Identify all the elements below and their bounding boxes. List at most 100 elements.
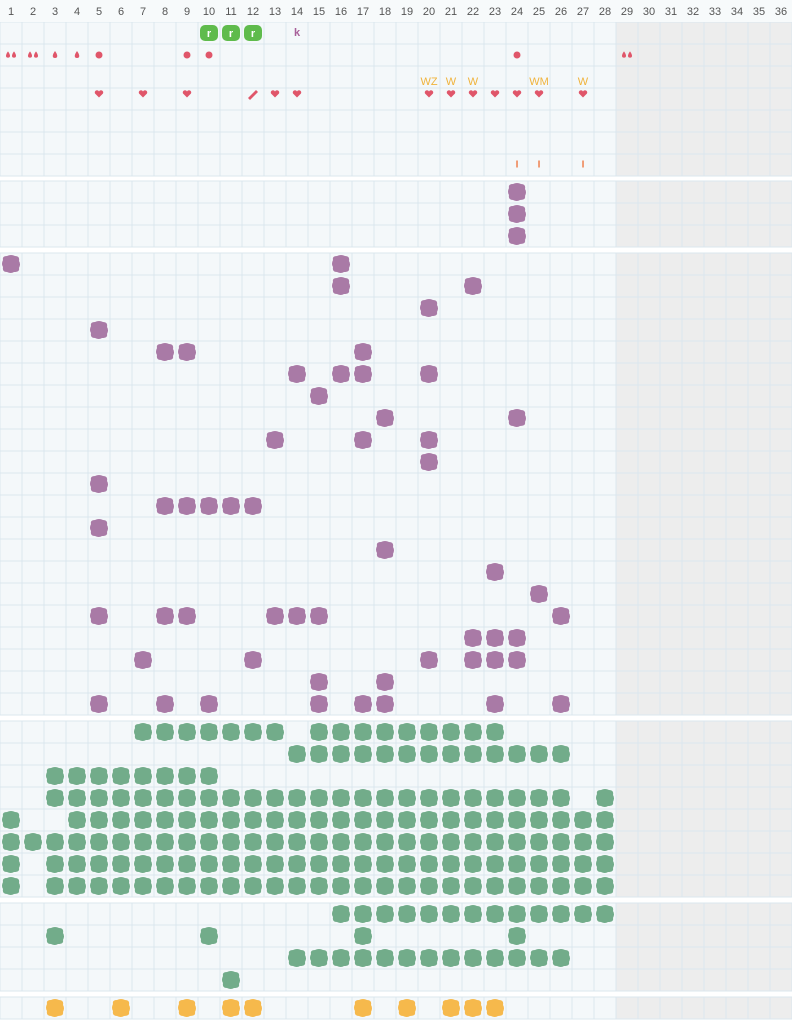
- entry-blob: [310, 387, 328, 405]
- entry-blob: [156, 607, 174, 625]
- entry-blob: [398, 833, 416, 851]
- entry-blob: [68, 789, 86, 807]
- heart-icon: [446, 90, 456, 98]
- day-number: 12: [247, 6, 259, 18]
- entry-blob: [574, 855, 592, 873]
- entry-blob: [486, 811, 504, 829]
- entry-blob: [552, 949, 570, 967]
- entry-blob: [354, 905, 372, 923]
- entry-blob: [200, 695, 218, 713]
- entry-blob: [442, 999, 460, 1017]
- entry-blob: [90, 607, 108, 625]
- entry-blob: [552, 855, 570, 873]
- entry-blob: [266, 833, 284, 851]
- entry-blob: [332, 877, 350, 895]
- entry-blob: [354, 927, 372, 945]
- entry-blob: [574, 833, 592, 851]
- entry-blob: [310, 877, 328, 895]
- entry-blob: [552, 695, 570, 713]
- entry-blob: [442, 833, 460, 851]
- entry-blob: [222, 811, 240, 829]
- entry-blob: [68, 855, 86, 873]
- entry-blob: [486, 563, 504, 581]
- entry-blob: [46, 855, 64, 873]
- heart-icon: [512, 90, 522, 98]
- entry-blob: [2, 811, 20, 829]
- entry-blob: [420, 453, 438, 471]
- entry-blob: [266, 855, 284, 873]
- entry-blob: [24, 833, 42, 851]
- dot-icon: [205, 51, 213, 59]
- entry-blob: [90, 519, 108, 537]
- entry-blob: [156, 695, 174, 713]
- day-number: 31: [665, 6, 677, 18]
- entry-blob: [310, 855, 328, 873]
- entry-blob: [112, 789, 130, 807]
- entry-blob: [244, 811, 262, 829]
- entry-blob: [508, 877, 526, 895]
- entry-blob: [376, 673, 394, 691]
- entry-blob: [574, 877, 592, 895]
- entry-blob: [222, 877, 240, 895]
- day-number: 6: [118, 6, 124, 18]
- entry-blob: [420, 811, 438, 829]
- entry-blob: [244, 833, 262, 851]
- entry-blob: [398, 789, 416, 807]
- day-number: 36: [775, 6, 787, 18]
- entry-blob: [420, 431, 438, 449]
- entry-blob: [420, 651, 438, 669]
- entry-blob: [266, 877, 284, 895]
- entry-blob: [200, 497, 218, 515]
- tick-label: I: [582, 160, 585, 171]
- entry-blob: [288, 365, 306, 383]
- entry-blob: [420, 905, 438, 923]
- entry-blob: [222, 999, 240, 1017]
- dot-icon: [513, 51, 521, 59]
- entry-blob: [266, 789, 284, 807]
- entry-blob: [200, 833, 218, 851]
- entry-blob: [508, 789, 526, 807]
- entry-blob: [530, 855, 548, 873]
- entry-blob: [156, 497, 174, 515]
- day-number: 7: [140, 6, 146, 18]
- entry-blob: [552, 607, 570, 625]
- entry-blob: [442, 745, 460, 763]
- entry-blob: [332, 833, 350, 851]
- drop-icon: [33, 51, 39, 58]
- entry-blob: [442, 789, 460, 807]
- entry-blob: [420, 299, 438, 317]
- entry-blob: [266, 431, 284, 449]
- day-number: 32: [687, 6, 699, 18]
- letter: k: [294, 27, 301, 39]
- entry-blob: [530, 905, 548, 923]
- day-number: 13: [269, 6, 281, 18]
- entry-blob: [134, 789, 152, 807]
- entry-blob: [354, 999, 372, 1017]
- heart-icon: [292, 90, 302, 98]
- entry-blob: [112, 811, 130, 829]
- entry-blob: [376, 855, 394, 873]
- entry-blob: [398, 999, 416, 1017]
- day-number: 14: [291, 6, 303, 18]
- entry-blob: [90, 877, 108, 895]
- entry-blob: [178, 877, 196, 895]
- entry-blob: [244, 723, 262, 741]
- entry-blob: [354, 695, 372, 713]
- dot-icon: [95, 51, 103, 59]
- heart-icon: [534, 90, 544, 98]
- entry-blob: [376, 833, 394, 851]
- entry-blob: [486, 877, 504, 895]
- entry-blob: [288, 811, 306, 829]
- entry-blob: [420, 365, 438, 383]
- entry-blob: [508, 651, 526, 669]
- entry-blob: [376, 409, 394, 427]
- entry-blob: [90, 833, 108, 851]
- day-number: 16: [335, 6, 347, 18]
- entry-blob: [354, 431, 372, 449]
- entry-blob: [530, 811, 548, 829]
- entry-blob: [596, 833, 614, 851]
- day-number: 28: [599, 6, 611, 18]
- entry-blob: [134, 767, 152, 785]
- day-number: 3: [52, 6, 58, 18]
- entry-blob: [552, 833, 570, 851]
